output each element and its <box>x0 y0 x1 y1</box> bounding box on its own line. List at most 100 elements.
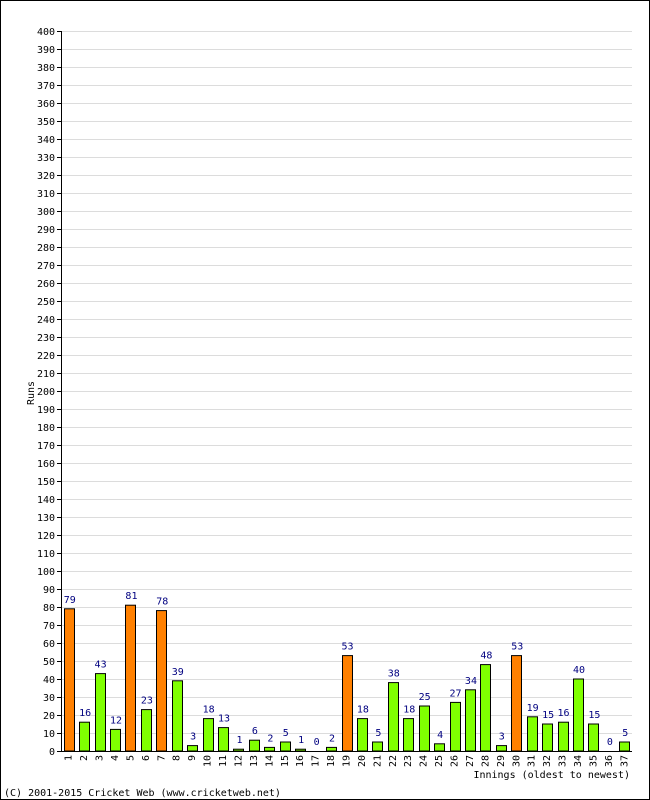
bar <box>480 664 491 752</box>
data-label: 81 <box>125 591 137 602</box>
x-tick-label: 15 <box>280 755 291 767</box>
bar <box>450 701 461 752</box>
data-label: 40 <box>573 665 585 676</box>
bar <box>434 743 445 752</box>
x-tick-labels: 1 2 3 4 5 6 7 8 9 10 11 12 13 14 15 16 17 18 19 20 21 22 23 24 2… <box>64 755 631 767</box>
x-tick-label: 7 <box>156 755 167 761</box>
data-label: 2 <box>329 733 335 744</box>
bar <box>110 728 121 752</box>
data-label: 3 <box>190 732 196 743</box>
bar <box>419 705 430 752</box>
x-tick-label: 5 <box>125 755 136 761</box>
data-label: 15 <box>588 710 600 721</box>
x-tick-label: 9 <box>187 755 198 761</box>
y-tick-label: 0 <box>49 747 55 758</box>
y-tick-label: 270 <box>37 261 55 272</box>
x-tick-label: 18 <box>326 755 337 767</box>
bar <box>542 723 553 752</box>
y-tick-label: 250 <box>37 297 55 308</box>
y-axis-title: Runs <box>26 381 37 405</box>
bar <box>357 718 368 752</box>
y-tick-label: 50 <box>43 657 55 668</box>
bar <box>465 689 476 752</box>
copyright-text: (C) 2001-2015 Cricket Web (www.cricketwe… <box>4 788 281 799</box>
y-tick-label: 60 <box>43 639 55 650</box>
x-tick-label: 12 <box>233 755 244 767</box>
x-tick-label: 21 <box>372 755 383 767</box>
y-tick-label: 20 <box>43 711 55 722</box>
data-label: 2 <box>267 733 273 744</box>
x-tick-label: 19 <box>342 755 353 767</box>
y-tick-label: 340 <box>37 135 55 146</box>
bar <box>79 721 90 752</box>
data-label: 43 <box>95 660 107 671</box>
bar <box>156 610 167 752</box>
y-tick-label: 320 <box>37 171 55 182</box>
y-tick-label: 90 <box>43 585 55 596</box>
data-label: 39 <box>172 667 184 678</box>
x-tick-label: 22 <box>388 755 399 767</box>
data-label: 12 <box>110 715 122 726</box>
x-tick-label: 28 <box>480 755 491 767</box>
y-tick-label: 200 <box>37 387 55 398</box>
y-tick-label: 80 <box>43 603 55 614</box>
x-tick-label: 31 <box>527 755 538 767</box>
data-label: 18 <box>203 705 215 716</box>
bar <box>233 748 244 752</box>
y-tick-label: 40 <box>43 675 55 686</box>
x-tick-label: 11 <box>218 755 229 767</box>
bar <box>496 745 507 752</box>
data-label: 53 <box>341 642 353 653</box>
x-tick-label: 14 <box>264 755 275 767</box>
x-tick-label: 27 <box>465 755 476 767</box>
x-tick-label: 37 <box>619 755 630 767</box>
y-tick-label: 170 <box>37 441 55 452</box>
x-tick-label: 4 <box>110 755 121 761</box>
bar <box>218 727 229 752</box>
bar <box>388 682 399 752</box>
bar <box>558 721 569 752</box>
data-label: 25 <box>419 692 431 703</box>
x-tick-label: 16 <box>295 755 306 767</box>
data-label: 27 <box>450 688 462 699</box>
bar <box>141 709 152 752</box>
y-tick-label: 290 <box>37 225 55 236</box>
y-tick-label: 210 <box>37 369 55 380</box>
bar <box>125 604 136 752</box>
y-tick-label: 280 <box>37 243 55 254</box>
data-label: 78 <box>156 597 168 608</box>
y-tick-label: 140 <box>37 495 55 506</box>
data-label: 5 <box>622 728 628 739</box>
bar <box>588 723 599 752</box>
y-tick-label: 10 <box>43 729 55 740</box>
bar <box>573 678 584 752</box>
y-tick-label: 230 <box>37 333 55 344</box>
y-tick-label: 240 <box>37 315 55 326</box>
data-label: 1 <box>236 735 242 746</box>
bar <box>172 680 183 752</box>
x-tick-label: 35 <box>588 755 599 767</box>
y-tick-label: 190 <box>37 405 55 416</box>
data-label: 16 <box>558 708 570 719</box>
data-label: 18 <box>357 705 369 716</box>
x-tick-label: 6 <box>141 755 152 761</box>
y-tick-labels: 0 10 20 30 40 50 60 70 80 90 100 110 120 130 140 150 160… <box>37 27 61 758</box>
y-tick-label: 180 <box>37 423 55 434</box>
x-tick-label: 24 <box>419 755 430 767</box>
x-tick-label: 23 <box>403 755 414 767</box>
x-tick-label: 30 <box>511 755 522 767</box>
data-label: 4 <box>437 730 443 741</box>
y-tick-label: 150 <box>37 477 55 488</box>
data-label: 53 <box>511 642 523 653</box>
bar <box>342 655 353 752</box>
y-tick-label: 260 <box>37 279 55 290</box>
y-tick-label: 390 <box>37 45 55 56</box>
data-label: 13 <box>218 714 230 725</box>
data-label: 5 <box>375 728 381 739</box>
bar <box>203 718 214 752</box>
y-tick-label: 300 <box>37 207 55 218</box>
x-axis-title: Innings (oldest to newest) <box>473 770 630 781</box>
